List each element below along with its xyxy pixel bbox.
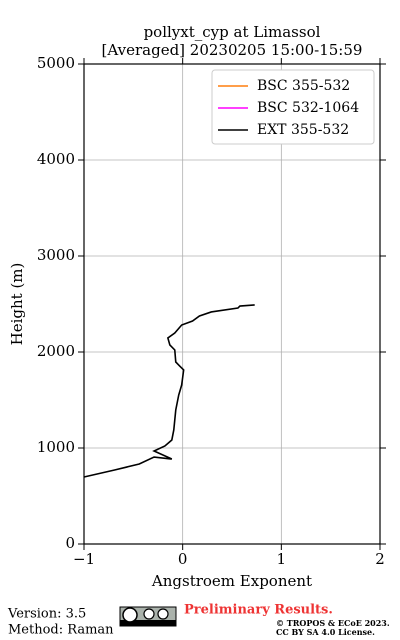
chart-title: pollyxt_cyp at Limassol: [144, 23, 321, 41]
y-tick-label: 0: [65, 534, 75, 552]
y-axis-label: Height (m): [8, 263, 26, 346]
y-tick-label: 1000: [37, 438, 75, 456]
version-text: Version: 3.5: [7, 607, 86, 622]
y-tick-label: 4000: [37, 150, 75, 168]
legend-label: BSC 532-1064: [257, 100, 359, 116]
x-tick-label: −1: [73, 550, 95, 568]
x-tick-label: 1: [277, 550, 287, 568]
y-tick-label: 5000: [37, 54, 75, 72]
x-tick-label: 0: [178, 550, 188, 568]
copyright-text: © TROPOS & ECoE 2023.: [276, 618, 390, 628]
legend-label: EXT 355-532: [257, 122, 349, 138]
license-text: CC BY SA 4.0 License.: [276, 627, 375, 637]
data-line: [83, 304, 255, 478]
y-tick-label: 2000: [37, 342, 75, 360]
x-axis-label: Angstroem Exponent: [151, 572, 312, 590]
status-text: Preliminary Results.: [184, 603, 333, 618]
method-text: Method: Raman: [8, 623, 114, 638]
x-tick-label: 2: [375, 550, 385, 568]
chart-subtitle: [Averaged] 20230205 15:00-15:59: [102, 41, 363, 59]
legend-box: [211, 69, 375, 145]
plot-frame: [83, 63, 381, 545]
cc-logo: [119, 606, 177, 627]
y-tick-label: 3000: [37, 246, 75, 264]
legend-label: BSC 355-532: [257, 78, 350, 94]
